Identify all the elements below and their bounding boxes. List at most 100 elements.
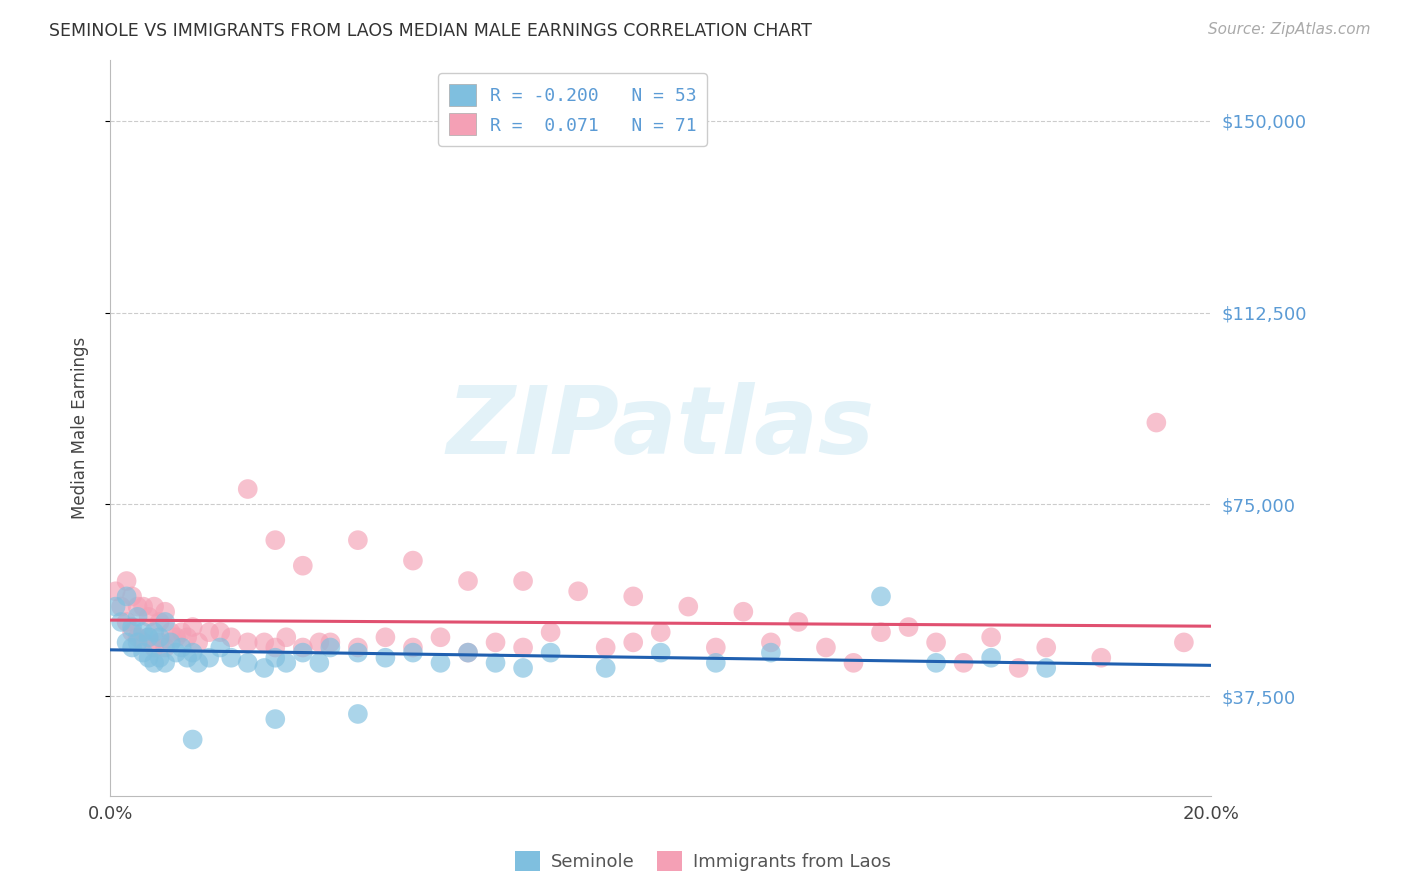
Point: [159, 625, 181, 640]
Point: [621, 590, 644, 604]
Point: [952, 656, 974, 670]
Point: [484, 656, 506, 670]
Point: [176, 630, 198, 644]
Point: [181, 646, 204, 660]
Text: Source: ZipAtlas.com: Source: ZipAtlas.com: [1208, 22, 1371, 37]
Point: [110, 615, 132, 629]
Point: [347, 640, 370, 655]
Point: [704, 640, 727, 655]
Point: [650, 625, 672, 640]
Point: [1035, 661, 1057, 675]
Legend: R = -0.200   N = 53, R =  0.071   N = 71: R = -0.200 N = 53, R = 0.071 N = 71: [439, 73, 707, 146]
Point: [181, 620, 204, 634]
Point: [264, 712, 287, 726]
Point: [121, 590, 143, 604]
Point: [814, 640, 837, 655]
Point: [308, 656, 330, 670]
Point: [153, 656, 176, 670]
Y-axis label: Median Male Earnings: Median Male Earnings: [72, 336, 89, 519]
Point: [595, 640, 617, 655]
Point: [402, 646, 425, 660]
Point: [512, 661, 534, 675]
Point: [402, 640, 425, 655]
Point: [143, 599, 166, 614]
Point: [319, 635, 342, 649]
Point: [319, 640, 342, 655]
Point: [1144, 416, 1167, 430]
Point: [733, 605, 755, 619]
Point: [149, 650, 172, 665]
Point: [219, 630, 242, 644]
Point: [264, 650, 287, 665]
Point: [110, 599, 132, 614]
Point: [253, 635, 276, 649]
Point: [176, 650, 198, 665]
Point: [127, 630, 149, 644]
Point: [138, 610, 160, 624]
Point: [291, 640, 314, 655]
Point: [132, 635, 155, 649]
Point: [870, 625, 893, 640]
Point: [512, 574, 534, 588]
Point: [374, 650, 396, 665]
Point: [138, 650, 160, 665]
Point: [457, 646, 479, 660]
Point: [121, 620, 143, 634]
Point: [429, 630, 451, 644]
Point: [347, 646, 370, 660]
Point: [104, 599, 127, 614]
Point: [457, 574, 479, 588]
Point: [291, 646, 314, 660]
Point: [153, 640, 176, 655]
Point: [1090, 650, 1112, 665]
Point: [149, 635, 172, 649]
Point: [165, 630, 187, 644]
Point: [127, 599, 149, 614]
Point: [121, 625, 143, 640]
Point: [595, 661, 617, 675]
Point: [104, 584, 127, 599]
Point: [115, 590, 138, 604]
Point: [143, 640, 166, 655]
Point: [759, 646, 782, 660]
Point: [219, 650, 242, 665]
Point: [276, 630, 298, 644]
Text: ZIPatlas: ZIPatlas: [447, 382, 875, 474]
Point: [512, 640, 534, 655]
Point: [402, 553, 425, 567]
Point: [153, 615, 176, 629]
Point: [276, 656, 298, 670]
Point: [165, 646, 187, 660]
Point: [678, 599, 700, 614]
Point: [149, 630, 172, 644]
Point: [115, 574, 138, 588]
Point: [143, 656, 166, 670]
Point: [264, 533, 287, 548]
Point: [198, 625, 221, 640]
Point: [170, 625, 193, 640]
Point: [209, 625, 232, 640]
Point: [842, 656, 865, 670]
Point: [457, 646, 479, 660]
Point: [1035, 640, 1057, 655]
Point: [198, 650, 221, 665]
Point: [132, 646, 155, 660]
Point: [870, 590, 893, 604]
Point: [236, 482, 259, 496]
Point: [143, 625, 166, 640]
Point: [925, 656, 948, 670]
Point: [115, 635, 138, 649]
Point: [650, 646, 672, 660]
Point: [264, 640, 287, 655]
Point: [704, 656, 727, 670]
Point: [1008, 661, 1031, 675]
Point: [159, 635, 181, 649]
Point: [236, 635, 259, 649]
Point: [374, 630, 396, 644]
Point: [925, 635, 948, 649]
Point: [484, 635, 506, 649]
Point: [347, 706, 370, 721]
Point: [127, 610, 149, 624]
Point: [540, 646, 562, 660]
Point: [153, 605, 176, 619]
